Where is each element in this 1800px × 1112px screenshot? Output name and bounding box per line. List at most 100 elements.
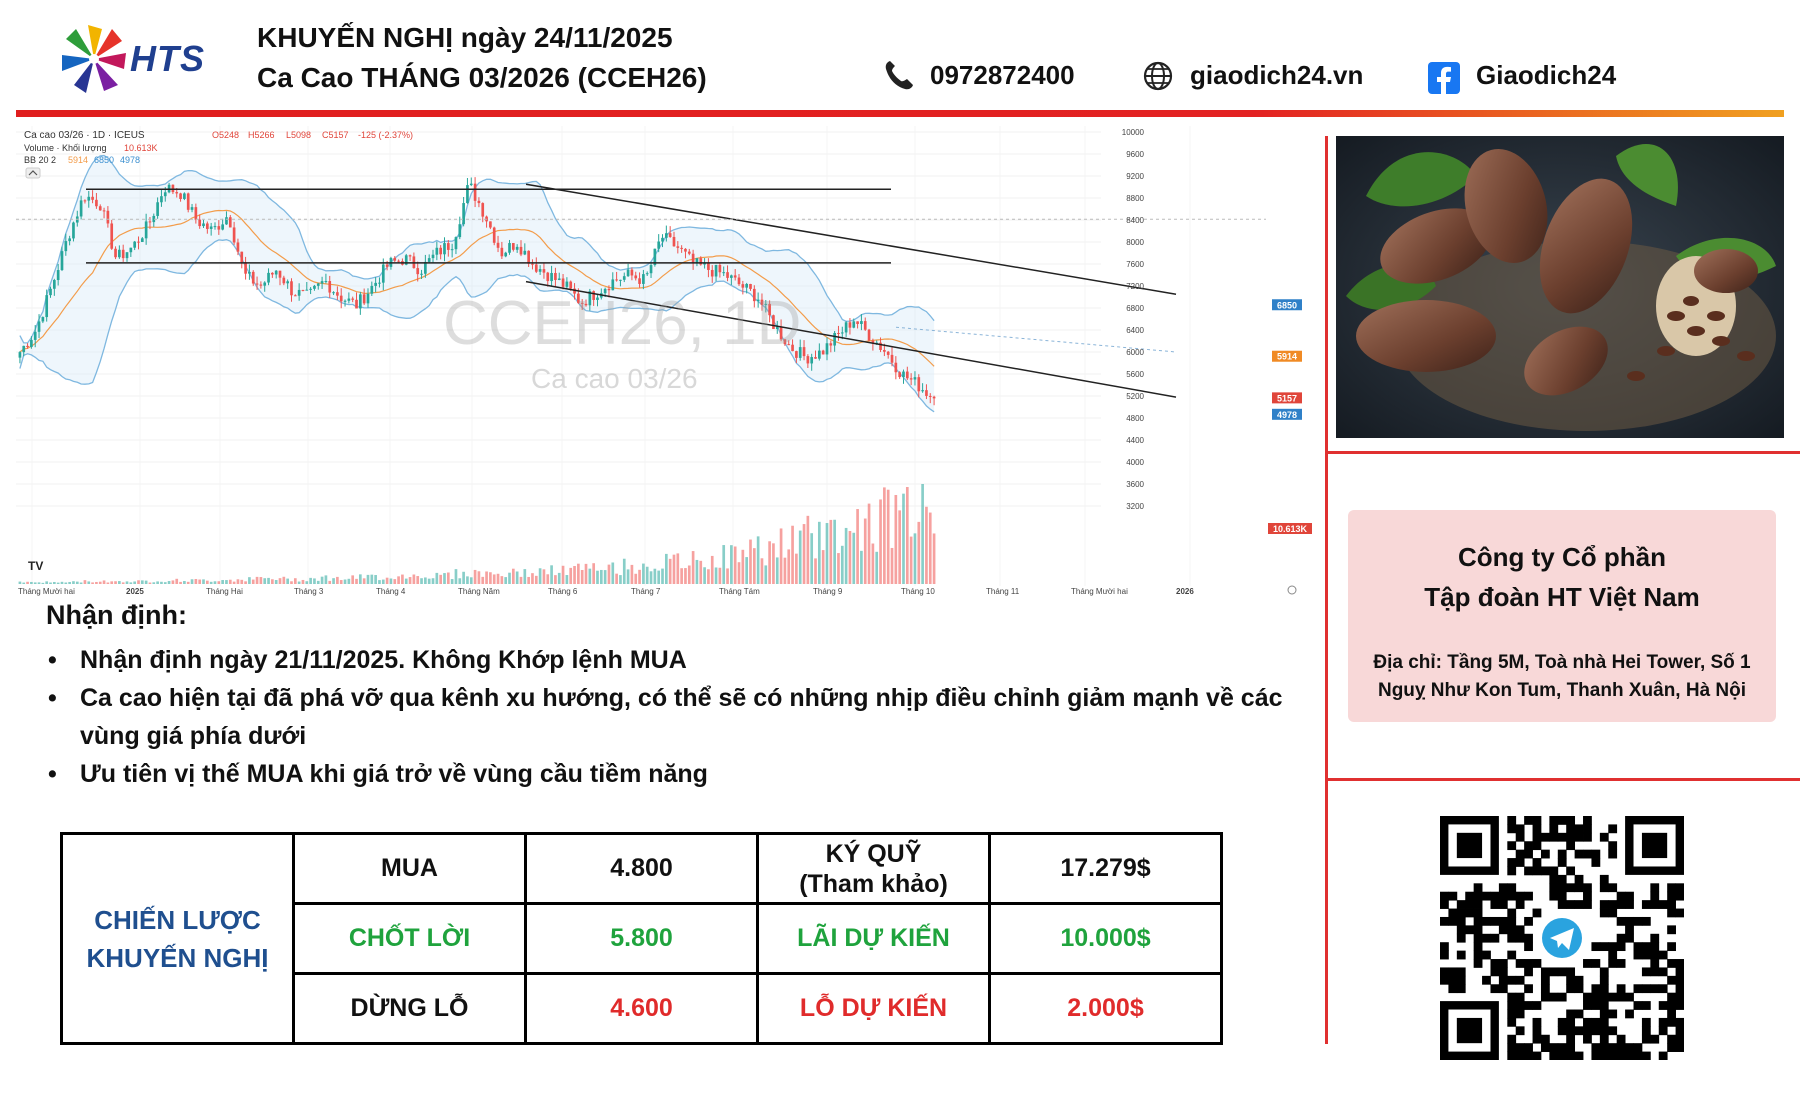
volume-bar xyxy=(691,551,695,584)
volume-bar xyxy=(645,566,649,584)
volume-bar xyxy=(511,568,515,584)
candle-body xyxy=(752,288,756,302)
candle-body xyxy=(718,264,722,273)
volume-bar xyxy=(588,568,592,584)
volume-bar xyxy=(114,581,117,584)
candle-body xyxy=(917,377,921,392)
candle-body xyxy=(527,250,530,264)
volume-bar xyxy=(733,546,737,584)
candle-body xyxy=(267,272,270,283)
qr-module xyxy=(1524,942,1533,952)
candle-body xyxy=(871,340,875,344)
volume-bar xyxy=(213,581,217,584)
volume-bar xyxy=(309,577,312,584)
qr-module xyxy=(1515,900,1525,909)
candle-body xyxy=(225,217,228,225)
qr-module xyxy=(1524,891,1533,901)
price-tick-label: 9600 xyxy=(1126,150,1144,159)
strategy-label-line1: CHIẾN LƯỢC xyxy=(94,904,261,935)
qr-module xyxy=(1515,1009,1525,1019)
qr-module xyxy=(1616,916,1626,926)
qr-module xyxy=(1591,1017,1601,1027)
qr-module xyxy=(1625,1043,1634,1052)
qr-module xyxy=(1540,992,1550,1002)
volume-bar xyxy=(366,574,370,584)
volume-bar xyxy=(664,553,668,584)
qr-module xyxy=(1633,942,1643,952)
phone-contact[interactable]: 0972872400 xyxy=(884,60,1124,94)
qr-module xyxy=(1675,1017,1685,1027)
volume-bar xyxy=(404,578,408,584)
volume-bar xyxy=(485,571,488,584)
phone-icon xyxy=(885,61,913,90)
volume-bar xyxy=(657,570,661,584)
volume-bar xyxy=(267,577,270,584)
time-tick-label: Tháng 7 xyxy=(631,587,661,596)
candle-body xyxy=(596,297,599,300)
volume-bar xyxy=(293,578,297,584)
qr-module xyxy=(1641,1017,1651,1027)
candlestick-chart-svg[interactable]: CCEH26, 1D Ca cao 03/26 Ca cao 03/26 · 1… xyxy=(16,126,1316,598)
website-contact[interactable]: giaodich24.vn xyxy=(1142,60,1382,94)
volume-bar xyxy=(592,563,596,584)
candle-body xyxy=(232,227,236,243)
candle-body xyxy=(137,241,140,243)
qr-module xyxy=(1566,1009,1576,1019)
qr-module xyxy=(1473,900,1483,909)
qr-module xyxy=(1667,992,1676,1002)
qr-module xyxy=(1540,866,1550,876)
qr-module xyxy=(1633,916,1643,926)
time-tick-label: Tháng 10 xyxy=(901,587,935,596)
volume-bar xyxy=(72,581,75,584)
qr-module xyxy=(1473,925,1483,935)
qr-module xyxy=(1473,959,1483,968)
volume-bar xyxy=(64,582,68,584)
qr-module xyxy=(1566,832,1576,842)
qr-module xyxy=(1633,1051,1643,1061)
volume-bar xyxy=(577,563,580,584)
volume-bar xyxy=(427,578,431,584)
candle-body xyxy=(653,248,657,266)
candle-body xyxy=(244,262,247,274)
qr-module xyxy=(1641,1051,1651,1061)
volume-bar xyxy=(221,580,224,584)
volume-bar xyxy=(446,572,450,584)
bb-label: BB 20 2 xyxy=(24,155,56,165)
candle-body xyxy=(183,193,186,199)
qr-module xyxy=(1440,891,1449,901)
qr-module xyxy=(1616,900,1626,909)
volume-bar xyxy=(45,581,49,584)
price-tick-label: 7200 xyxy=(1126,282,1144,291)
qr-module xyxy=(1616,1043,1626,1052)
price-chart[interactable]: CCEH26, 1D Ca cao 03/26 Ca cao 03/26 · 1… xyxy=(16,126,1316,598)
price-tick-label: 3600 xyxy=(1126,480,1144,489)
qr-module xyxy=(1658,1026,1668,1036)
candle-body xyxy=(783,339,787,345)
candle-body xyxy=(703,263,706,265)
candle-body xyxy=(60,251,64,271)
header-divider xyxy=(16,110,1784,117)
collapse-legend-button[interactable] xyxy=(25,167,41,179)
tradingview-logo-icon: TV xyxy=(28,559,43,573)
candle-body xyxy=(554,272,557,280)
candle-body xyxy=(883,349,886,352)
volume-bar xyxy=(473,569,477,584)
candle-body xyxy=(236,242,240,252)
volume-bar xyxy=(290,581,293,584)
qr-module xyxy=(1456,950,1466,960)
facebook-contact[interactable]: Giaodich24 xyxy=(1428,60,1648,94)
qr-finder xyxy=(1641,832,1668,859)
close-price-badge-text: 5157 xyxy=(1277,393,1297,403)
candle-body xyxy=(775,326,779,329)
volume-badge-text: 10.613K xyxy=(1273,524,1308,534)
volume-bar xyxy=(458,578,462,584)
qr-module xyxy=(1507,841,1517,851)
qr-module xyxy=(1507,1017,1517,1027)
contract-title: Ca Cao THÁNG 03/2026 (CCEH26) xyxy=(257,62,707,93)
candle-body xyxy=(840,332,844,334)
telegram-qr-code[interactable] xyxy=(1440,816,1685,1061)
volume-bar xyxy=(772,543,775,584)
candle-body xyxy=(844,322,848,333)
volume-bar xyxy=(435,572,439,584)
chart-settings-icon[interactable] xyxy=(1287,585,1297,595)
